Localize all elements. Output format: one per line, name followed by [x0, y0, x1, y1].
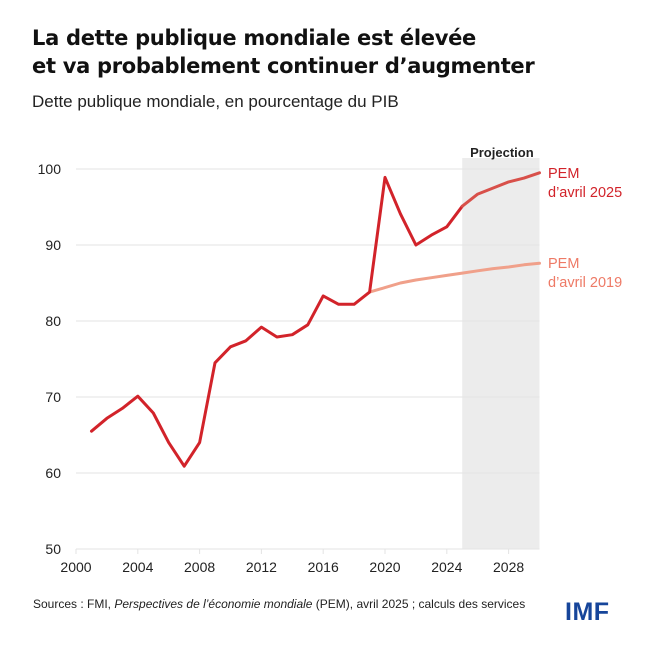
- chart-title-line-1: La dette publique mondiale est élevée: [32, 26, 476, 50]
- x-tick-label: 2020: [369, 559, 400, 575]
- series-line-weo-2025-actual: [90, 175, 464, 468]
- source-suffix: (PEM), avril 2025 ; calculs des services: [312, 597, 526, 611]
- y-tick-label: 80: [45, 313, 61, 329]
- x-tick-label: 2000: [60, 559, 91, 575]
- series-lines: [90, 171, 541, 468]
- y-tick-label: 90: [45, 237, 61, 253]
- chart-title-line-2: et va probablement continuer d’augmenter: [32, 54, 535, 78]
- chart-subtitle: Dette publique mondiale, en pourcentage …: [32, 92, 399, 111]
- chart-title: La dette publique mondiale est élevée et…: [32, 24, 632, 80]
- gridlines: [76, 168, 540, 550]
- x-tick-label: 2028: [493, 559, 524, 575]
- x-tick-label: 2012: [246, 559, 277, 575]
- series-line-weo-2025-projection: [460, 171, 541, 208]
- projection-shade-layer: Projection: [462, 145, 540, 549]
- y-tick-label: 70: [45, 389, 61, 405]
- x-tick-label: 2016: [308, 559, 339, 575]
- x-tick-label: 2008: [184, 559, 215, 575]
- x-tick-label: 2004: [122, 559, 153, 575]
- axes: 50 60 70 80 90 100 2000 2004 2008 2012 2016 2020 202…: [38, 161, 525, 575]
- imf-logo: IMF: [565, 598, 610, 626]
- series-labels: PEM d’avril 2025 PEM d’avril 2019: [548, 166, 622, 291]
- series-label-weo-2019-line-1: PEM: [548, 256, 579, 272]
- series-label-weo-2019-line-2: d’avril 2019: [548, 275, 622, 291]
- series-line-weo-2019: [368, 261, 541, 294]
- series-label-weo-2025-line-1: PEM: [548, 166, 579, 182]
- projection-shade: [462, 158, 540, 549]
- y-tick-label: 60: [45, 465, 61, 481]
- y-tick-label: 100: [38, 161, 62, 177]
- source-prefix: Sources : FMI,: [33, 597, 115, 611]
- source-note: Sources : FMI, Perspectives de l’économi…: [33, 596, 543, 612]
- y-tick-label: 50: [45, 541, 61, 557]
- x-tick-label: 2024: [431, 559, 462, 575]
- series-label-weo-2025-line-2: d’avril 2025: [548, 185, 622, 201]
- projection-label: Projection: [470, 145, 534, 160]
- source-publication: Perspectives de l’économie mondiale: [114, 597, 313, 611]
